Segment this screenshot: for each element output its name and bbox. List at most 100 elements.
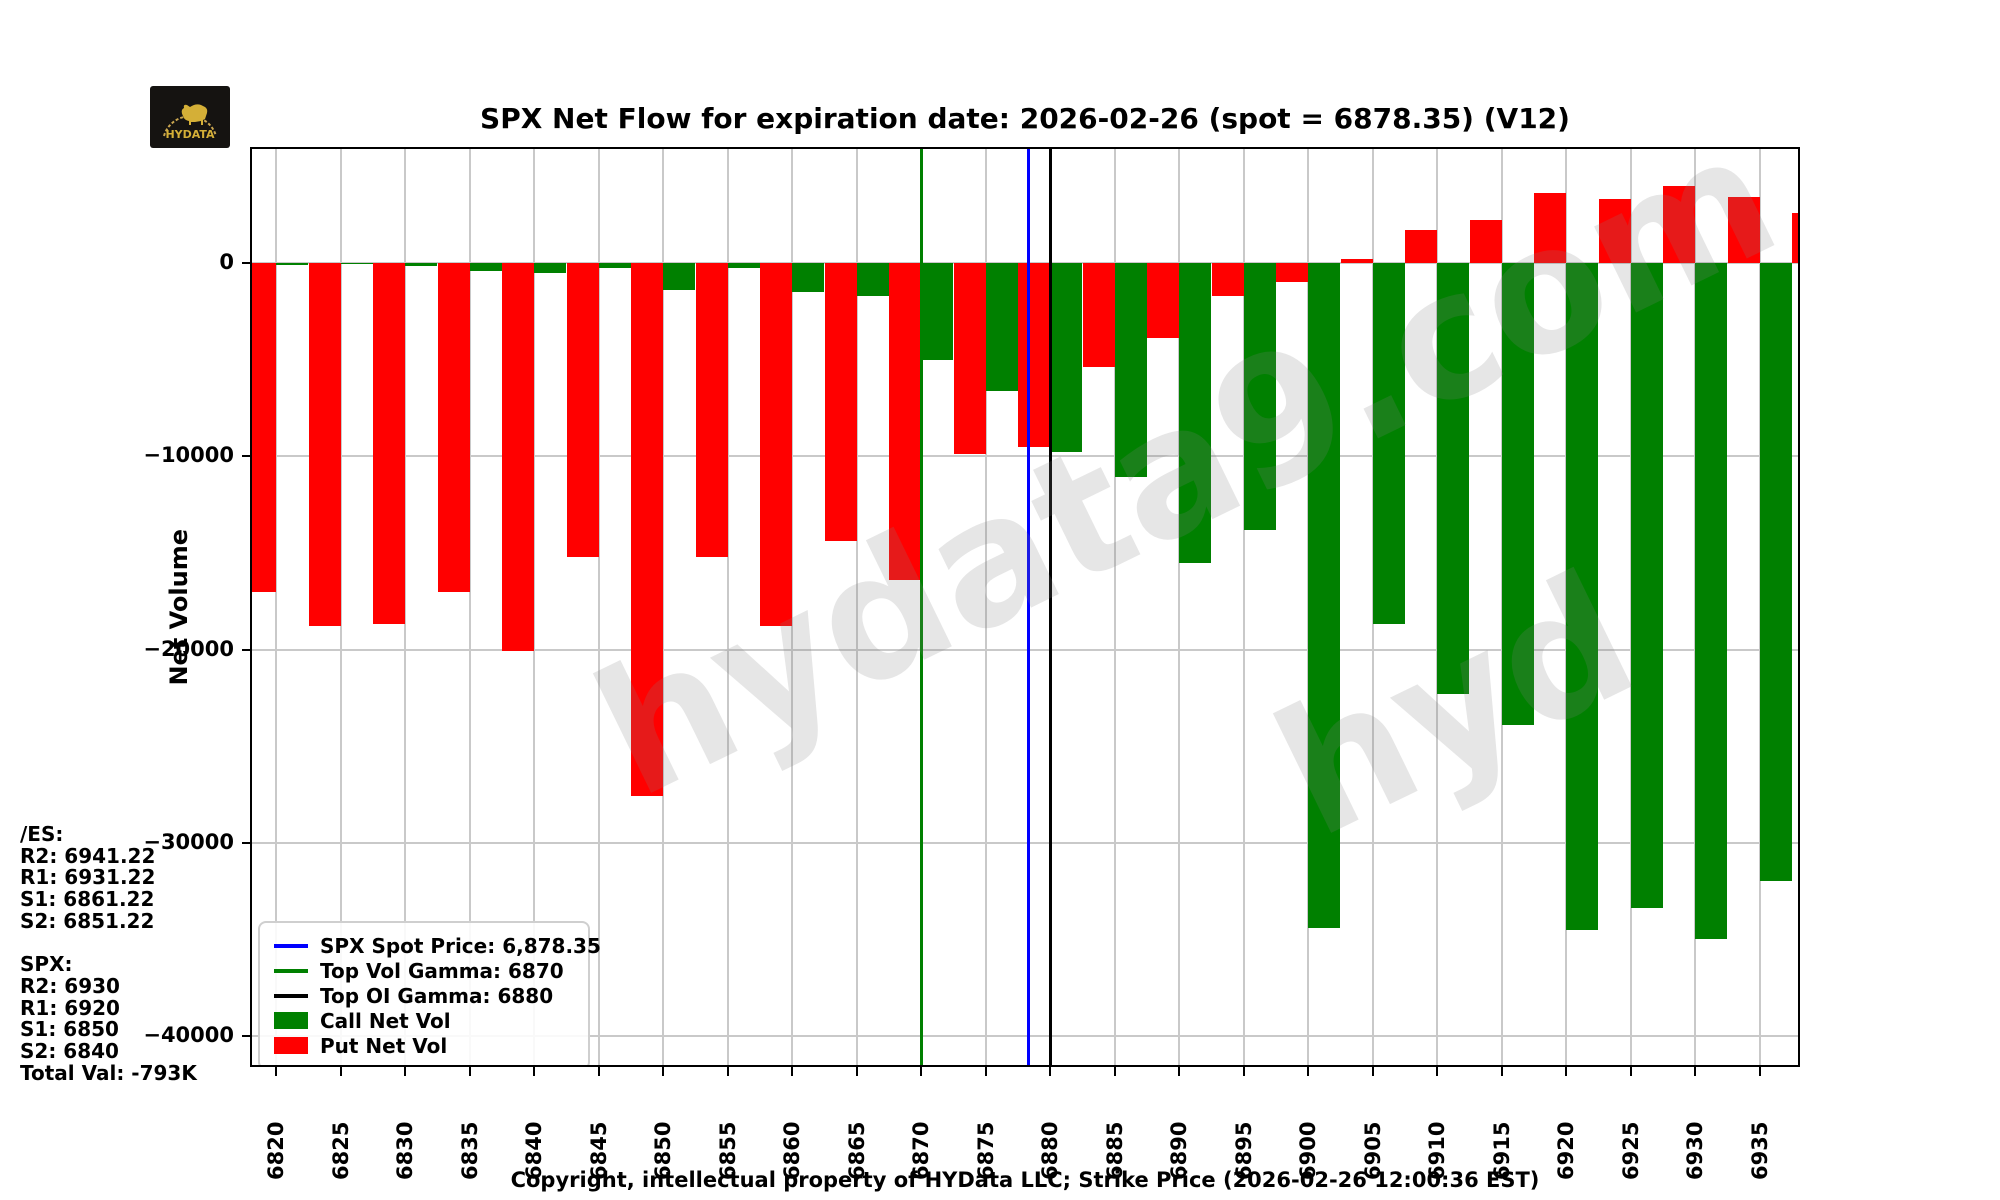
x-tick-mark: [1500, 1067, 1503, 1076]
strike-label-6855: 6855: [715, 1121, 740, 1180]
spx-line: S2: 6840: [20, 1038, 119, 1063]
x-tick-mark: [1565, 1067, 1567, 1076]
x-tick-mark: [275, 1067, 277, 1076]
legend-item-top-vol-gamma-6870: Top Vol Gamma: 6870: [274, 958, 574, 983]
gridline-x-6895: [1242, 147, 1245, 1067]
bar-put-6855: [695, 262, 728, 557]
bar-put-6915: [1469, 220, 1502, 263]
es-line: S2: 6851.22: [20, 908, 155, 933]
x-tick-mark: [855, 1067, 858, 1076]
es-line: S1: 6861.22: [20, 887, 155, 912]
bar-put-6860: [760, 262, 792, 627]
bar-call-6865: [856, 262, 889, 296]
bar-put-6875: [953, 262, 986, 455]
spx-line: R1: 6920: [20, 995, 120, 1020]
bar-put-6830: [373, 262, 405, 625]
strike-label-6920: 6920: [1554, 1121, 1578, 1180]
x-tick-mark: [1371, 1067, 1374, 1076]
legend-label: Call Net Vol: [320, 1008, 451, 1033]
strike-label-6925: 6925: [1618, 1121, 1643, 1180]
bar-call-6860: [792, 262, 824, 292]
gridline-x-6855: [726, 147, 729, 1067]
vline-top-vol-gamma: [919, 147, 923, 1067]
x-tick-mark: [1629, 1067, 1632, 1076]
strike-label-6865: 6865: [844, 1121, 869, 1180]
bar-put-6900: [1276, 262, 1308, 283]
spx-line: S1: 6850: [20, 1017, 119, 1042]
x-tick-mark: [1436, 1067, 1438, 1076]
legend: SPX Spot Price: 6,878.35 Top Vol Gamma: 6…: [258, 921, 601, 1067]
bull-logo-icon: HYDATA: [150, 86, 230, 148]
x-axis-label: Copyright, intellectual property of HYDa…: [510, 1168, 1540, 1192]
strike-label-6830: 6830: [393, 1121, 417, 1180]
x-tick-mark: [726, 1067, 729, 1076]
spx-line: R2: 6930: [20, 973, 120, 998]
bar-call-6925: [1630, 262, 1663, 909]
gridline-x-6875: [984, 147, 987, 1067]
y-tick-label: 0: [219, 249, 234, 274]
legend-swatch: [274, 1012, 308, 1029]
strike-label-6885: 6885: [1102, 1121, 1127, 1180]
legend-swatch: [274, 968, 308, 973]
strike-label-6930: 6930: [1683, 1121, 1707, 1180]
legend-label: Top Vol Gamma: 6870: [320, 958, 564, 983]
legend-label: Put Net Vol: [320, 1033, 448, 1058]
strike-label-6895: 6895: [1231, 1121, 1256, 1180]
x-tick-mark: [339, 1067, 342, 1076]
bar-put-6825: [308, 262, 341, 627]
gridline-x-6885: [1113, 147, 1116, 1067]
x-tick-mark: [662, 1067, 664, 1076]
x-tick-mark: [1242, 1067, 1245, 1076]
bar-call-6830: [405, 262, 437, 266]
strike-label-6900: 6900: [1296, 1121, 1320, 1180]
gridline-x-6835: [468, 147, 471, 1067]
bar-put-6870: [889, 262, 921, 580]
gridline-y--40000: [250, 1035, 1800, 1038]
y-tick-mark: [242, 261, 250, 264]
bar-put-6935: [1727, 197, 1760, 263]
vline-spx-spot-price: [1027, 147, 1031, 1067]
gridline-x-6825: [339, 147, 342, 1067]
strike-label-6860: 6860: [780, 1121, 804, 1180]
x-tick-mark: [920, 1067, 922, 1076]
y-tick-label: −40000: [143, 1023, 234, 1048]
chart-title: SPX Net Flow for expiration date: 2026-0…: [480, 102, 1570, 135]
bar-call-6850: [663, 262, 695, 290]
gridline-x-6845: [597, 147, 600, 1067]
bar-put-6895: [1211, 262, 1244, 296]
legend-item-put-net-vol: Put Net Vol: [274, 1033, 574, 1058]
x-tick-mark: [533, 1067, 535, 1076]
legend-label: Top OI Gamma: 6880: [320, 983, 554, 1008]
legend-swatch: [274, 1037, 308, 1054]
y-tick-mark: [242, 841, 250, 844]
gridline-x-6830: [404, 147, 406, 1067]
strike-label-6905: 6905: [1360, 1121, 1385, 1180]
x-tick-mark: [791, 1067, 793, 1076]
legend-item-top-oi-gamma-6880: Top OI Gamma: 6880: [274, 983, 574, 1008]
es-header: /ES:: [20, 822, 64, 846]
legend-item-spx-spot-price-6-878-35: SPX Spot Price: 6,878.35: [274, 933, 601, 958]
x-tick-mark: [1758, 1067, 1761, 1076]
plot-area: hydata9.com hyd SPX Spot Price: 6,878.35…: [250, 147, 1800, 1067]
y-tick-label: −30000: [143, 829, 234, 854]
svg-text:HYDATA: HYDATA: [165, 128, 215, 141]
bar-put-6835: [437, 262, 470, 592]
bar-call-6935: [1759, 262, 1792, 882]
bar-call-6890: [1179, 262, 1211, 563]
y-tick-label: −20000: [143, 636, 234, 661]
bar-put-6820: [250, 262, 276, 592]
bar-put-6865: [824, 262, 857, 542]
strike-label-6835: 6835: [457, 1121, 482, 1180]
bar-call-6835: [469, 262, 502, 271]
bar-put-6840: [502, 262, 534, 652]
x-tick-mark: [1307, 1067, 1309, 1076]
strike-label-6820: 6820: [264, 1121, 288, 1180]
bar-put-6880: [1018, 262, 1050, 447]
y-tick-mark: [242, 648, 250, 651]
strike-label-6870: 6870: [909, 1121, 933, 1180]
bar-put-6910: [1405, 230, 1437, 263]
x-tick-mark: [404, 1067, 406, 1076]
bar-call-6845: [598, 262, 631, 268]
bar-put-6905: [1340, 259, 1373, 263]
